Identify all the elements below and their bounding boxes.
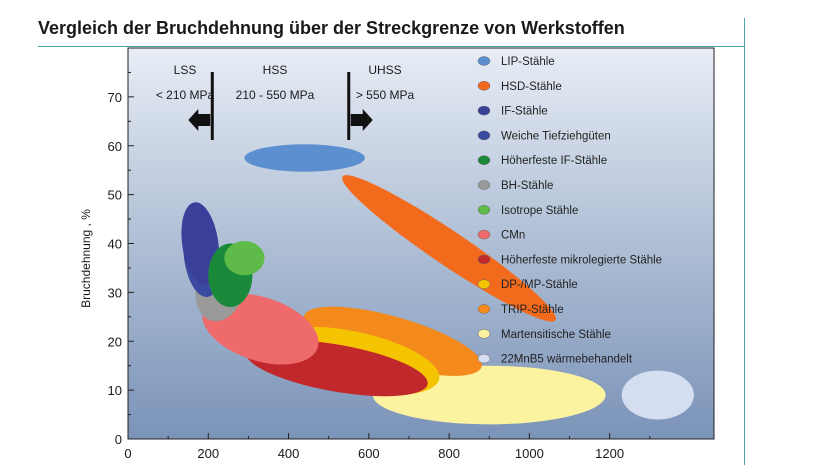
x-tick-label: 1000 [515,446,544,461]
y-tick-label: 10 [108,383,122,398]
x-tick-label: 600 [358,446,380,461]
legend-label: 22MnB5 wärmebehandelt [501,354,633,366]
x-tick-label: 0 [124,446,131,461]
y-tick-label: 20 [108,334,122,349]
y-tick-label: 40 [108,237,122,252]
arrow-right-icon [350,109,373,131]
zone-name-1: LSS [174,63,197,77]
legend-swatch [477,229,491,240]
legend-label: Höherfeste mikrolegierte Stähle [501,254,662,266]
legend-label: Weiche Tiefziehgüten [501,130,611,142]
y-tick-label: 60 [108,139,122,154]
data-ellipse-13 [621,370,694,420]
legend-swatch [477,180,491,190]
data-ellipse-3 [181,202,220,285]
legend-swatch [477,329,491,339]
x-tick-label: 1200 [595,446,624,461]
legend-swatch [477,130,491,141]
title-divider [38,46,745,47]
data-ellipse-7 [224,241,265,276]
legend-label: TRIP-Stähle [501,304,564,316]
arrow-left-icon [188,109,211,131]
zone-name-3: UHSS [368,63,401,77]
legend-label: Martensitische Stähle [501,329,611,341]
legend-swatch [477,353,491,364]
legend-label: IF-Stähle [501,106,548,118]
legend-swatch [477,81,491,91]
x-tick-label: 400 [278,446,300,461]
legend-swatch [477,205,491,215]
y-tick-label: 50 [108,188,122,203]
legend-swatch [477,56,491,66]
y-tick-label: 30 [108,285,122,300]
y-axis-label: Bruchdehnung , % [79,209,93,308]
legend-label: DP-/MP-Stähle [501,279,578,291]
data-ellipse-1 [244,144,365,172]
legend-swatch [477,304,491,314]
legend-swatch [477,105,491,116]
y-tick-label: 70 [108,90,122,105]
data-ellipse-11 [303,306,482,376]
legend-swatch [477,155,491,165]
legend-swatch [477,254,491,265]
x-tick-label: 200 [197,446,219,461]
zone-range-3: > 550 MPa [356,88,415,102]
right-divider [744,18,745,465]
zone-name-2: HSS [263,63,288,77]
legend-label: Isotrope Stähle [501,205,578,217]
zone-range-2: 210 - 550 MPa [236,88,315,102]
page-title: Vergleich der Bruchdehnung über der Stre… [38,18,625,38]
legend-label: HSD-Stähle [501,81,562,93]
legend-label: CMn [501,230,525,242]
legend-label: BH-Stähle [501,180,553,192]
legend-label: Höherfeste IF-Stähle [501,155,607,167]
data-ellipse-2 [342,175,557,322]
zone-range-1: < 210 MPa [156,88,215,102]
y-tick-label: 0 [115,432,122,447]
legend-label: LIP-Stähle [501,56,555,68]
legend-swatch [477,279,491,289]
x-tick-label: 800 [438,446,460,461]
